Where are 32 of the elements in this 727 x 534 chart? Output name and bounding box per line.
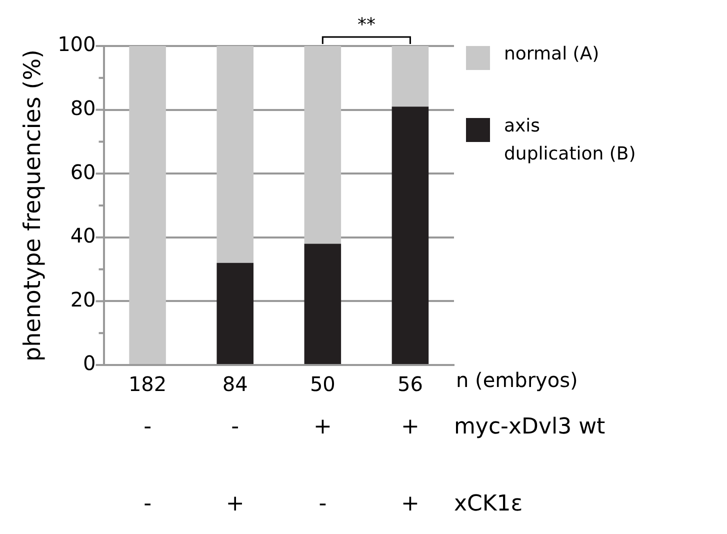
text: +	[401, 492, 420, 517]
bar	[304, 46, 342, 244]
text: xCK1ε	[454, 492, 523, 517]
bar	[304, 244, 342, 364]
text: -	[231, 414, 240, 440]
text: -	[318, 492, 327, 517]
text: +	[313, 414, 332, 440]
x-tick-label: 84	[222, 372, 248, 396]
text: +	[401, 414, 420, 440]
y-tick-label: 20	[70, 287, 96, 312]
text: +	[226, 492, 244, 517]
text: -	[144, 414, 152, 440]
bar	[392, 46, 429, 107]
x-axis-title: n (embryos)	[456, 368, 578, 392]
y-tick-label: 80	[70, 96, 96, 120]
text: myc-xDvl3 wt	[454, 414, 606, 440]
y-tick-label: 40	[70, 224, 96, 248]
text: -	[144, 492, 152, 517]
bar	[392, 106, 429, 364]
bar	[216, 262, 254, 364]
legend-label: normal (A)	[504, 44, 600, 65]
x-tick-label: 56	[397, 372, 423, 396]
bar	[216, 46, 254, 263]
y-tick-label: 100	[58, 32, 96, 56]
y-axis-title: phenotype frequencies (%)	[20, 49, 46, 362]
text: **	[357, 14, 376, 36]
legend-label: axis duplication (B)	[504, 116, 636, 165]
y-tick-label: 0	[83, 351, 96, 376]
x-tick-label: 50	[310, 372, 336, 396]
y-tick-label: 60	[70, 160, 96, 184]
x-tick-label: 182	[128, 372, 167, 396]
bar	[129, 46, 166, 364]
